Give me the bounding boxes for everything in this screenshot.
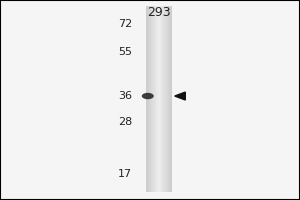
Bar <box>162 6 163 192</box>
Bar <box>149 6 150 192</box>
Bar <box>169 6 170 192</box>
Bar <box>167 6 168 192</box>
Bar <box>168 6 169 192</box>
Bar <box>152 6 153 192</box>
Bar <box>159 6 160 192</box>
Bar <box>170 6 171 192</box>
Bar <box>171 6 172 192</box>
Bar <box>148 6 149 192</box>
Bar <box>163 6 164 192</box>
Bar <box>157 6 158 192</box>
Ellipse shape <box>142 93 154 99</box>
Text: 36: 36 <box>118 91 132 101</box>
Bar <box>161 6 162 192</box>
Bar <box>150 6 151 192</box>
Bar <box>160 6 161 192</box>
Polygon shape <box>175 92 185 100</box>
Bar <box>151 6 152 192</box>
Text: 17: 17 <box>118 169 132 179</box>
Text: 55: 55 <box>118 47 132 57</box>
Bar <box>154 6 155 192</box>
Bar <box>147 6 148 192</box>
Bar <box>153 6 154 192</box>
Bar <box>166 6 167 192</box>
Bar <box>155 6 156 192</box>
Bar <box>146 6 147 192</box>
Bar <box>156 6 157 192</box>
Text: 72: 72 <box>118 19 132 29</box>
Text: 293: 293 <box>147 6 171 19</box>
Bar <box>164 6 165 192</box>
Text: 28: 28 <box>118 117 132 127</box>
Bar <box>165 6 166 192</box>
Bar <box>158 6 159 192</box>
